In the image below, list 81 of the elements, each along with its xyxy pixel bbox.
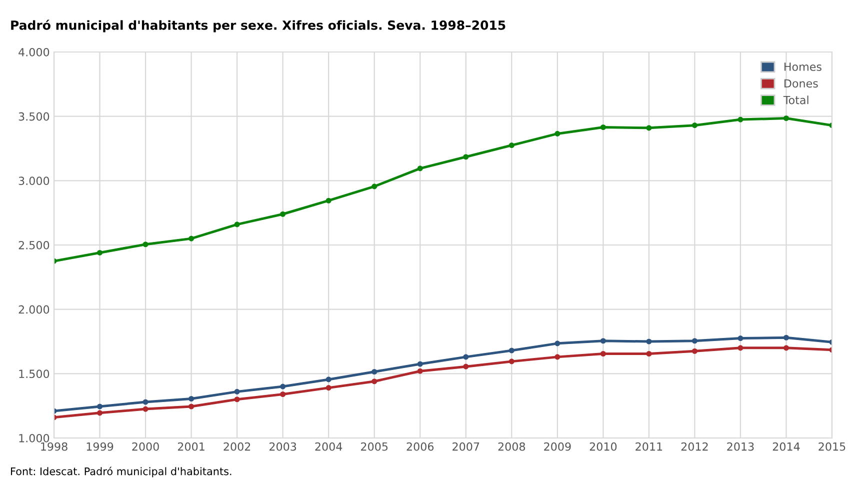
x-tick-label: 2003 <box>270 442 296 451</box>
point <box>372 378 378 384</box>
point <box>372 368 378 375</box>
point <box>372 184 378 190</box>
point <box>508 358 514 364</box>
point <box>783 345 790 351</box>
text: Font: Idescat. Padró municipal d'habitants. <box>11 466 232 478</box>
point <box>646 125 652 131</box>
point <box>417 166 423 172</box>
point <box>692 338 698 344</box>
point <box>646 338 652 344</box>
point <box>142 406 148 412</box>
legend-label: Total <box>783 96 808 104</box>
point <box>326 376 332 382</box>
line-series <box>54 334 832 414</box>
x-tick-label: 2012 <box>681 442 708 451</box>
point <box>326 385 332 391</box>
x-tick-label: 2014 <box>772 442 800 451</box>
y-tick-label: 2.000 <box>18 305 50 314</box>
point <box>142 399 148 405</box>
point <box>554 340 560 346</box>
point <box>96 404 103 410</box>
x-tick-label: 2005 <box>361 442 388 451</box>
point <box>508 142 514 148</box>
point <box>234 222 240 228</box>
x-tick-label: 2013 <box>727 442 754 451</box>
x-tick-label: 2008 <box>498 442 526 451</box>
point <box>417 361 423 367</box>
y-tick-label: 3.500 <box>18 112 50 121</box>
x-tick-label: 2010 <box>590 442 617 451</box>
point <box>280 391 286 398</box>
x-tick-label: 2002 <box>224 442 250 451</box>
point <box>600 124 606 130</box>
point <box>188 236 194 242</box>
point <box>463 354 469 360</box>
y-tick-label: 1.500 <box>19 370 50 378</box>
x-tick-label: 2006 <box>406 442 434 451</box>
point <box>692 122 698 128</box>
y-tick-label: 4.000 <box>18 48 50 56</box>
x-tick-label: 2001 <box>178 442 204 451</box>
point <box>463 364 469 370</box>
point <box>738 116 744 122</box>
point <box>188 396 194 402</box>
point <box>417 368 423 374</box>
point <box>142 242 148 248</box>
y-tick-label: 1.000 <box>19 434 50 442</box>
legend-label: Homes <box>784 62 822 71</box>
point <box>326 198 332 204</box>
point <box>738 345 744 351</box>
x-tick-label: 1999 <box>86 442 114 451</box>
y-tick-label: 2.500 <box>18 240 50 250</box>
x-tick-label: 2004 <box>315 442 342 451</box>
point <box>280 211 286 217</box>
point <box>463 154 469 160</box>
y-tick-label: 3.000 <box>18 176 50 186</box>
point <box>554 130 560 136</box>
point <box>600 338 606 344</box>
point <box>188 404 194 410</box>
point <box>280 384 286 390</box>
point <box>234 396 240 402</box>
x-tick-label: 2011 <box>636 442 662 451</box>
point <box>96 250 103 256</box>
chart-title: Padró municipal d'habitants per sexe. Xifres oficials. Seva. 1998–2015 <box>11 20 506 32</box>
x-tick-label: 2015 <box>818 442 846 451</box>
point <box>646 350 652 356</box>
point <box>783 334 790 340</box>
x-tick-label: 2000 <box>132 442 159 451</box>
point <box>234 388 240 394</box>
x-tick-label: 2009 <box>544 442 571 451</box>
line-series <box>54 345 832 420</box>
point <box>738 336 744 342</box>
x-tick-label: 1998 <box>41 442 68 451</box>
point <box>692 348 698 354</box>
point <box>96 410 103 416</box>
point <box>783 115 790 122</box>
x-tick-label: 2007 <box>452 442 480 451</box>
point <box>600 350 606 356</box>
legend-label: Dones <box>784 79 818 88</box>
line-series <box>54 115 832 264</box>
point <box>508 348 514 354</box>
point <box>554 354 560 360</box>
